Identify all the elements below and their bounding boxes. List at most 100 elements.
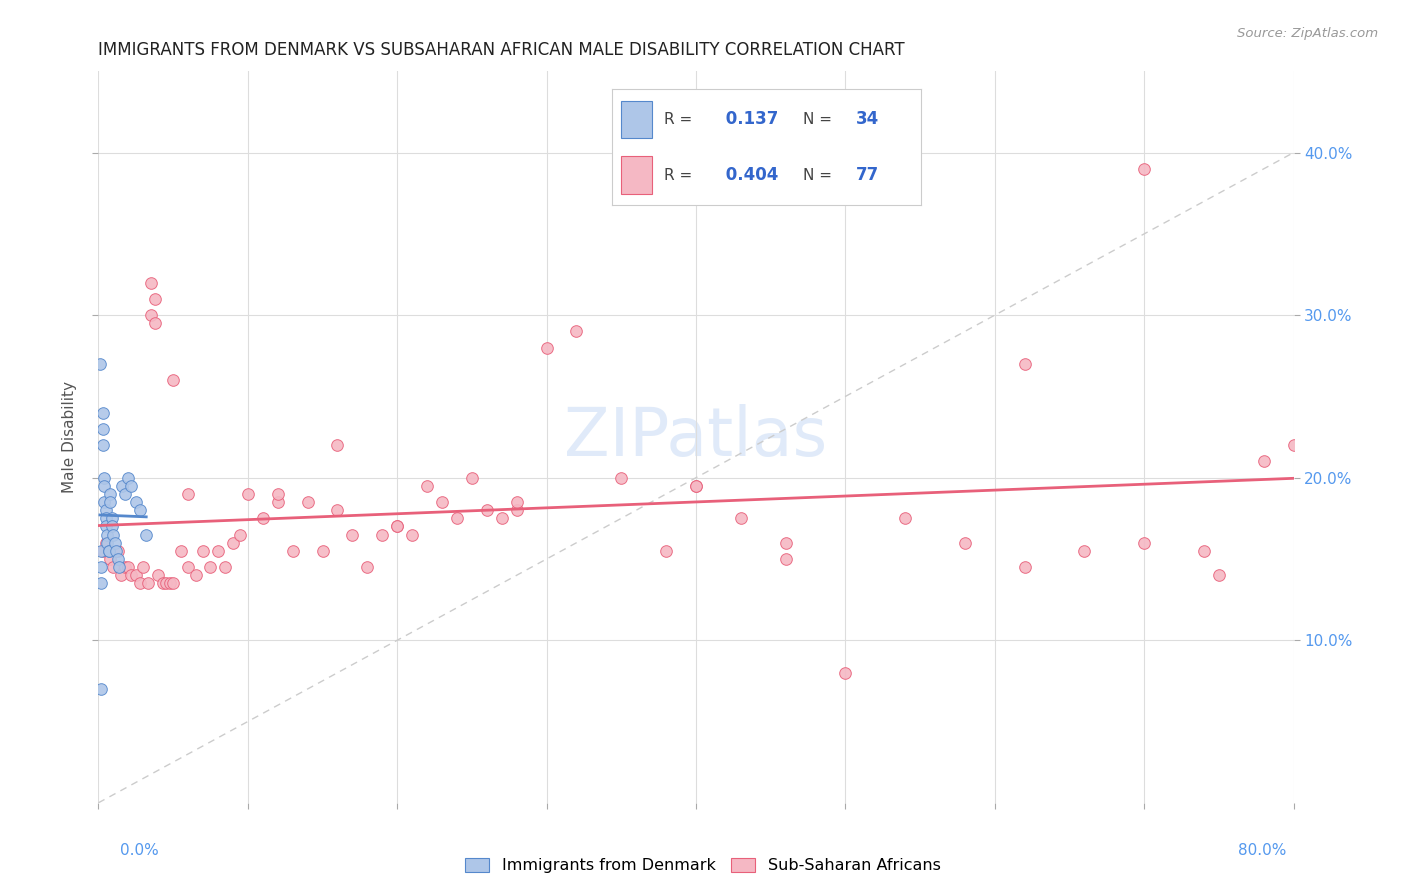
Point <box>685 479 707 493</box>
Point <box>125 568 148 582</box>
Point <box>222 535 245 549</box>
Point <box>342 527 364 541</box>
Point <box>894 511 917 525</box>
Point <box>129 576 152 591</box>
Point <box>430 495 453 509</box>
Point <box>207 544 229 558</box>
Point <box>105 544 128 558</box>
Point <box>775 535 797 549</box>
Point <box>91 544 114 558</box>
Point <box>97 544 120 558</box>
Point <box>90 544 112 558</box>
Point <box>136 576 159 591</box>
Point <box>117 471 139 485</box>
Point <box>101 519 124 533</box>
Point <box>107 544 129 558</box>
Point <box>236 487 259 501</box>
Point <box>214 560 236 574</box>
Point <box>1208 568 1230 582</box>
Point <box>446 511 468 525</box>
Point <box>834 665 856 680</box>
Point <box>416 479 439 493</box>
Point <box>94 503 117 517</box>
Point <box>89 357 111 371</box>
Point <box>98 487 122 501</box>
Point <box>96 535 118 549</box>
Point <box>1282 438 1305 452</box>
Text: 0.137: 0.137 <box>720 111 779 128</box>
Point <box>159 576 181 591</box>
Point <box>475 503 498 517</box>
Point <box>139 308 162 322</box>
Point <box>97 544 120 558</box>
Point <box>1073 544 1095 558</box>
Point <box>184 568 207 582</box>
Point <box>132 560 155 574</box>
Point <box>135 527 157 541</box>
Text: 0.0%: 0.0% <box>120 843 159 858</box>
Point <box>114 560 136 574</box>
Point <box>120 568 142 582</box>
Text: R =: R = <box>664 168 692 183</box>
Point <box>326 438 349 452</box>
Point <box>96 527 118 541</box>
Point <box>90 681 112 696</box>
Point <box>120 479 142 493</box>
Point <box>111 479 134 493</box>
Point <box>461 471 484 485</box>
Point <box>536 341 558 355</box>
Bar <box>621 156 652 194</box>
Point <box>281 544 304 558</box>
Point <box>491 511 513 525</box>
Point <box>90 576 112 591</box>
Point <box>177 560 200 574</box>
Point <box>371 527 394 541</box>
Point <box>685 479 707 493</box>
Text: ZIPatlas: ZIPatlas <box>564 404 828 470</box>
Point <box>143 292 166 306</box>
Point <box>1133 161 1156 176</box>
Point <box>730 511 752 525</box>
Point <box>655 544 678 558</box>
Text: R =: R = <box>664 112 692 127</box>
Point <box>91 422 114 436</box>
Point <box>117 560 139 574</box>
Point <box>101 511 124 525</box>
Point <box>1014 560 1036 574</box>
Point <box>506 495 529 509</box>
Point <box>775 552 797 566</box>
Point <box>91 438 114 452</box>
Point <box>1014 357 1036 371</box>
Text: 0.404: 0.404 <box>720 166 779 184</box>
Point <box>152 576 174 591</box>
Point <box>93 471 115 485</box>
Point <box>297 495 319 509</box>
Point <box>139 276 162 290</box>
Y-axis label: Male Disability: Male Disability <box>62 381 77 493</box>
Point <box>94 519 117 533</box>
Point <box>162 576 184 591</box>
Point <box>267 487 290 501</box>
Point <box>356 560 378 574</box>
Point <box>129 503 152 517</box>
Point <box>143 316 166 330</box>
Point <box>311 544 333 558</box>
Legend: Immigrants from Denmark, Sub-Saharan Africans: Immigrants from Denmark, Sub-Saharan Afr… <box>458 851 948 880</box>
Point <box>114 487 136 501</box>
Point <box>1133 535 1156 549</box>
Point <box>93 479 115 493</box>
Point <box>104 535 127 549</box>
Point <box>610 471 633 485</box>
Text: 80.0%: 80.0% <box>1239 843 1286 858</box>
Point <box>108 560 131 574</box>
Point <box>94 511 117 525</box>
Point <box>565 325 588 339</box>
Point <box>177 487 200 501</box>
Point <box>103 527 125 541</box>
Point <box>953 535 976 549</box>
Point <box>125 495 148 509</box>
Point <box>401 527 423 541</box>
Point <box>326 503 349 517</box>
Point <box>91 406 114 420</box>
Point <box>267 495 290 509</box>
